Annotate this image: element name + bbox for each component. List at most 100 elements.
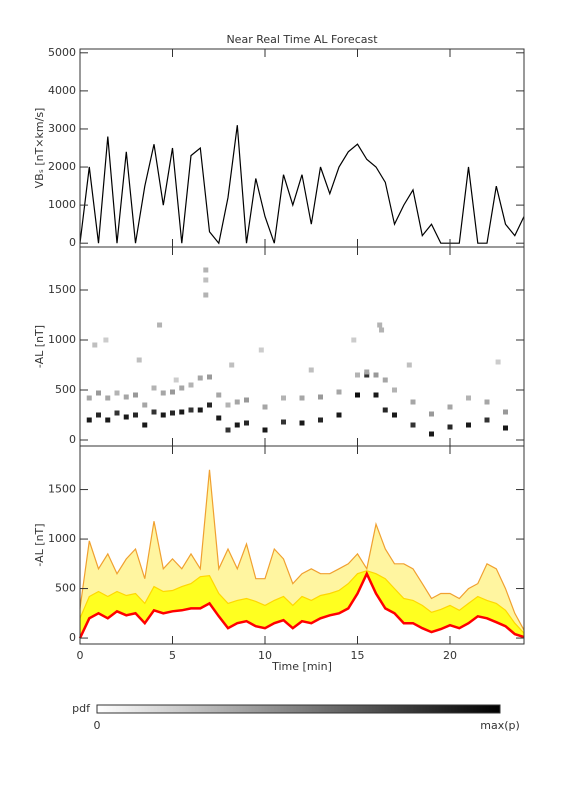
pdf-cell: [133, 412, 138, 418]
pdf-cell: [197, 375, 203, 381]
pdf-cell: [151, 409, 157, 415]
pdf-cell: [244, 420, 249, 426]
y-tick-label: 1000: [48, 333, 76, 346]
axes-frame: [79, 445, 525, 645]
pdf-cell: [151, 385, 157, 391]
pdf-cell: [336, 389, 342, 395]
pdf-cell: [355, 372, 360, 378]
pdf-cell: [179, 409, 185, 415]
pdf-cell: [133, 392, 138, 398]
pdf-cell: [92, 342, 98, 348]
pdf-cell: [160, 412, 166, 418]
axes-frame: [79, 246, 525, 447]
y-tick-label: 1000: [48, 198, 76, 211]
pdf-cell: [203, 292, 209, 298]
x-tick-label: 0: [77, 649, 84, 662]
pdf-cell: [410, 422, 416, 428]
pdf-cell: [123, 394, 129, 400]
pdf-cell: [351, 337, 357, 343]
pdf-cell: [188, 407, 194, 413]
pdf-cell: [258, 347, 264, 353]
pdf-cell: [364, 369, 370, 375]
y-tick-label: 4000: [48, 84, 76, 97]
pdf-cell: [225, 427, 231, 433]
y-tick-label: 500: [55, 383, 76, 396]
pdf-cell: [170, 410, 175, 416]
y-tick-label: 1500: [48, 483, 76, 496]
pdf-cell: [136, 357, 142, 363]
pdf-cell: [355, 392, 360, 398]
pdf-cell: [373, 392, 379, 398]
line: [79, 469, 525, 631]
y-axis-label: -AL [nT]: [33, 523, 46, 566]
y-axis-label: -AL [nT]: [33, 325, 46, 368]
pdf-cell: [229, 362, 235, 368]
pdf-cell: [188, 382, 194, 388]
pdf-cell: [299, 395, 305, 401]
pdf-cell: [503, 425, 508, 431]
pdf-cell: [503, 409, 508, 415]
axes-frame: [79, 48, 525, 248]
pdf-cell: [86, 417, 92, 423]
pdf-cell: [406, 362, 412, 368]
pdf-cell: [336, 412, 342, 418]
colorbar-min: 0: [94, 719, 101, 732]
pdf-cell: [114, 410, 120, 416]
pdf-cell: [484, 399, 490, 405]
pdf-cell: [379, 327, 385, 333]
pdf-cell: [392, 412, 397, 418]
pdf-cell: [96, 390, 101, 396]
pdf-cell: [299, 420, 305, 426]
line: [78, 570, 525, 639]
pdf-cell: [447, 404, 453, 410]
pdf-cell: [364, 372, 370, 378]
pdf-cell: [105, 417, 111, 423]
x-axis-label: Time [min]: [271, 660, 332, 673]
pdf-cell: [207, 402, 212, 408]
x-tick-label: 10: [258, 649, 272, 662]
pdf-cell: [86, 395, 92, 401]
pdf-cell: [429, 411, 434, 417]
pdf-cell: [234, 422, 240, 428]
colorbar-max: max(p): [480, 719, 520, 732]
pdf-cell: [318, 394, 323, 400]
pdf-cell: [142, 402, 148, 408]
y-tick-label: 5000: [48, 46, 76, 59]
pdf-cell: [308, 367, 314, 373]
pdf-cell: [160, 390, 166, 396]
pdf-cell: [96, 412, 101, 418]
pdf-cell: [105, 395, 111, 401]
pdf-cell: [203, 277, 209, 283]
pdf-cell: [373, 372, 379, 378]
x-tick-label: 20: [443, 649, 457, 662]
y-tick-label: 3000: [48, 122, 76, 135]
pdf-cell: [170, 389, 175, 395]
pdf-cell: [216, 392, 222, 398]
pdf-cell: [234, 399, 240, 405]
area: [80, 573, 524, 639]
pdf-cell: [495, 359, 501, 365]
pdf-cell: [466, 395, 471, 401]
pdf-cell: [197, 407, 203, 413]
x-tick-label: 5: [169, 649, 176, 662]
y-tick-label: 2000: [48, 160, 76, 173]
pdf-cell: [392, 387, 397, 393]
pdf-cell: [225, 402, 231, 408]
pdf-cell: [173, 377, 179, 383]
pdf-cell: [244, 397, 249, 403]
line: [79, 570, 525, 634]
colorbar-label: pdf: [72, 702, 91, 715]
y-tick-label: 1500: [48, 283, 76, 296]
pdf-cell: [281, 419, 286, 425]
pdf-cell: [281, 395, 286, 401]
pdf-cell: [179, 385, 185, 391]
pdf-cell: [466, 422, 471, 428]
pdf-cell: [484, 417, 490, 423]
y-tick-label: 1000: [48, 532, 76, 545]
pdf-cell: [382, 377, 388, 383]
pdf-cell: [447, 424, 453, 430]
pdf-cell: [103, 337, 109, 343]
line: [79, 125, 525, 245]
